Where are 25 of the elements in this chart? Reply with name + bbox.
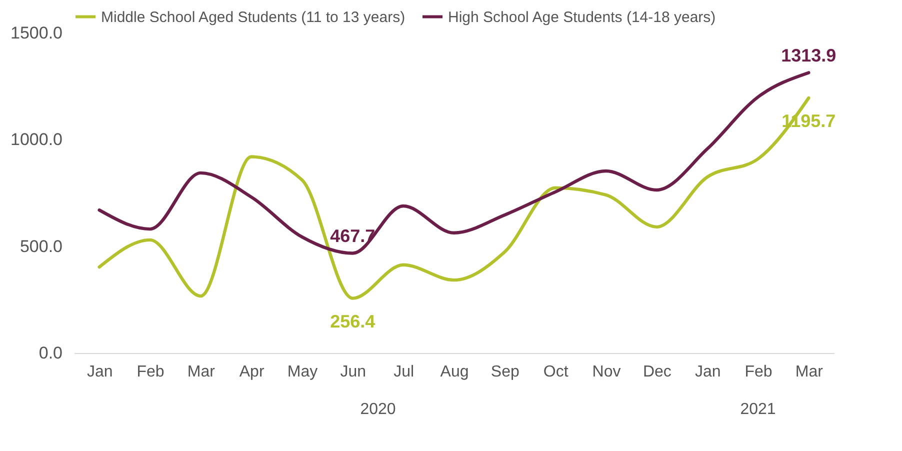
x-tick-label: Jan [694,364,721,380]
x-tick-label: Nov [592,364,621,380]
y-tick-label: 500.0 [20,236,62,256]
x-tick-label: Oct [543,364,569,380]
x-tick-label: Mar [795,364,824,380]
y-tick-label: 1000.0 [10,130,62,150]
x-tick-label: Mar [187,364,216,380]
data-label: 1313.9 [781,46,836,66]
x-tick-label: Aug [440,364,469,380]
x-tick-label: May [287,364,318,380]
legend-label: Middle School Aged Students (11 to 13 years) [101,8,406,26]
x-tick-label: Jan [86,364,113,380]
y-tick-label: 0.0 [38,344,62,362]
x-tick-label: Dec [642,364,672,380]
x-tick-label: Apr [239,364,265,380]
x-tick-label: Sep [490,364,520,380]
y-tick-label: 1500.0 [10,24,62,42]
x-tick-label: Feb [136,364,164,380]
x-tick-label: Feb [744,364,772,380]
data-label: 256.4 [330,311,376,332]
text: 2021 [740,401,776,418]
text: 2020 [360,401,396,418]
x-tick-label: Jul [394,364,414,380]
x-tick-label: Jun [340,364,366,380]
legend-label: High School Age Students (14-18 years) [448,8,716,26]
